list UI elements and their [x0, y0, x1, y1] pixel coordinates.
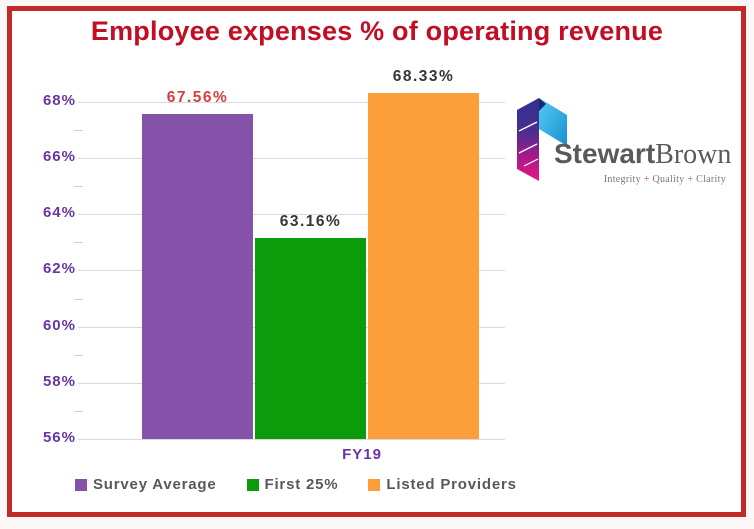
brand-brown: Brown	[655, 139, 732, 170]
y-axis-tick-label: 68%	[42, 91, 76, 109]
bar-listed-providers	[368, 92, 479, 439]
gridline	[78, 101, 505, 103]
y-axis-minor-tick	[74, 186, 83, 188]
legend-swatch-first-25	[246, 478, 259, 491]
gridline	[78, 158, 505, 159]
legend-label-first-25: First 25%	[264, 476, 339, 493]
y-axis-tick-label: 58%	[42, 372, 76, 390]
legend-swatch-survey-average	[75, 478, 87, 491]
y-axis-minor-tick	[74, 354, 83, 356]
legend-item-first-25: First 25%	[246, 476, 339, 493]
gridline	[78, 214, 505, 216]
y-axis-minor-tick	[74, 298, 83, 300]
legend-swatch-listed-providers	[368, 478, 381, 491]
gridline	[78, 439, 505, 440]
legend-label-listed-providers: Listed Providers	[386, 476, 517, 493]
bar-value-label-survey-average: 67.56%	[166, 89, 229, 107]
brand-stewart: Stewart	[554, 138, 656, 169]
y-axis-tick-label: 56%	[42, 429, 76, 446]
y-axis-tick-label: 62%	[42, 260, 76, 278]
legend-item-survey-average: Survey Average	[75, 476, 217, 493]
tagline-part: Integrity	[603, 174, 641, 185]
brand-wordmark: StewartBrown	[554, 140, 731, 169]
tagline-part: Quality	[652, 174, 685, 185]
chart-title: Employee expenses % of operating revenue	[90, 16, 664, 46]
tagline-part: +	[640, 174, 653, 185]
y-axis-tick-label: 60%	[42, 316, 76, 334]
tagline-part: Clarity	[696, 174, 726, 185]
bar-first-25	[255, 237, 366, 439]
legend: Survey Average First 25% Listed Providers	[75, 476, 517, 493]
y-axis-minor-tick	[74, 242, 83, 244]
bar-value-label-first-25: 63.16%	[279, 212, 342, 230]
legend-item-listed-providers: Listed Providers	[368, 476, 516, 493]
legend-label-survey-average: Survey Average	[93, 476, 217, 493]
brand-tagline: Integrity + Quality + Clarity	[604, 174, 726, 185]
stewartbrown-logo: StewartBrown Integrity + Quality + Clari…	[512, 96, 748, 192]
y-axis-minor-tick	[74, 129, 83, 131]
y-axis-tick-label: 66%	[42, 148, 76, 165]
y-axis-minor-tick	[74, 410, 83, 412]
tagline-part: +	[684, 174, 697, 185]
bar-survey-average	[142, 114, 253, 439]
bar-value-label-listed-providers: 68.33%	[392, 67, 455, 85]
y-axis-tick-label: 64%	[42, 204, 76, 222]
x-axis-label: FY19	[342, 446, 382, 463]
stewartbrown-logo-icon	[517, 98, 567, 181]
